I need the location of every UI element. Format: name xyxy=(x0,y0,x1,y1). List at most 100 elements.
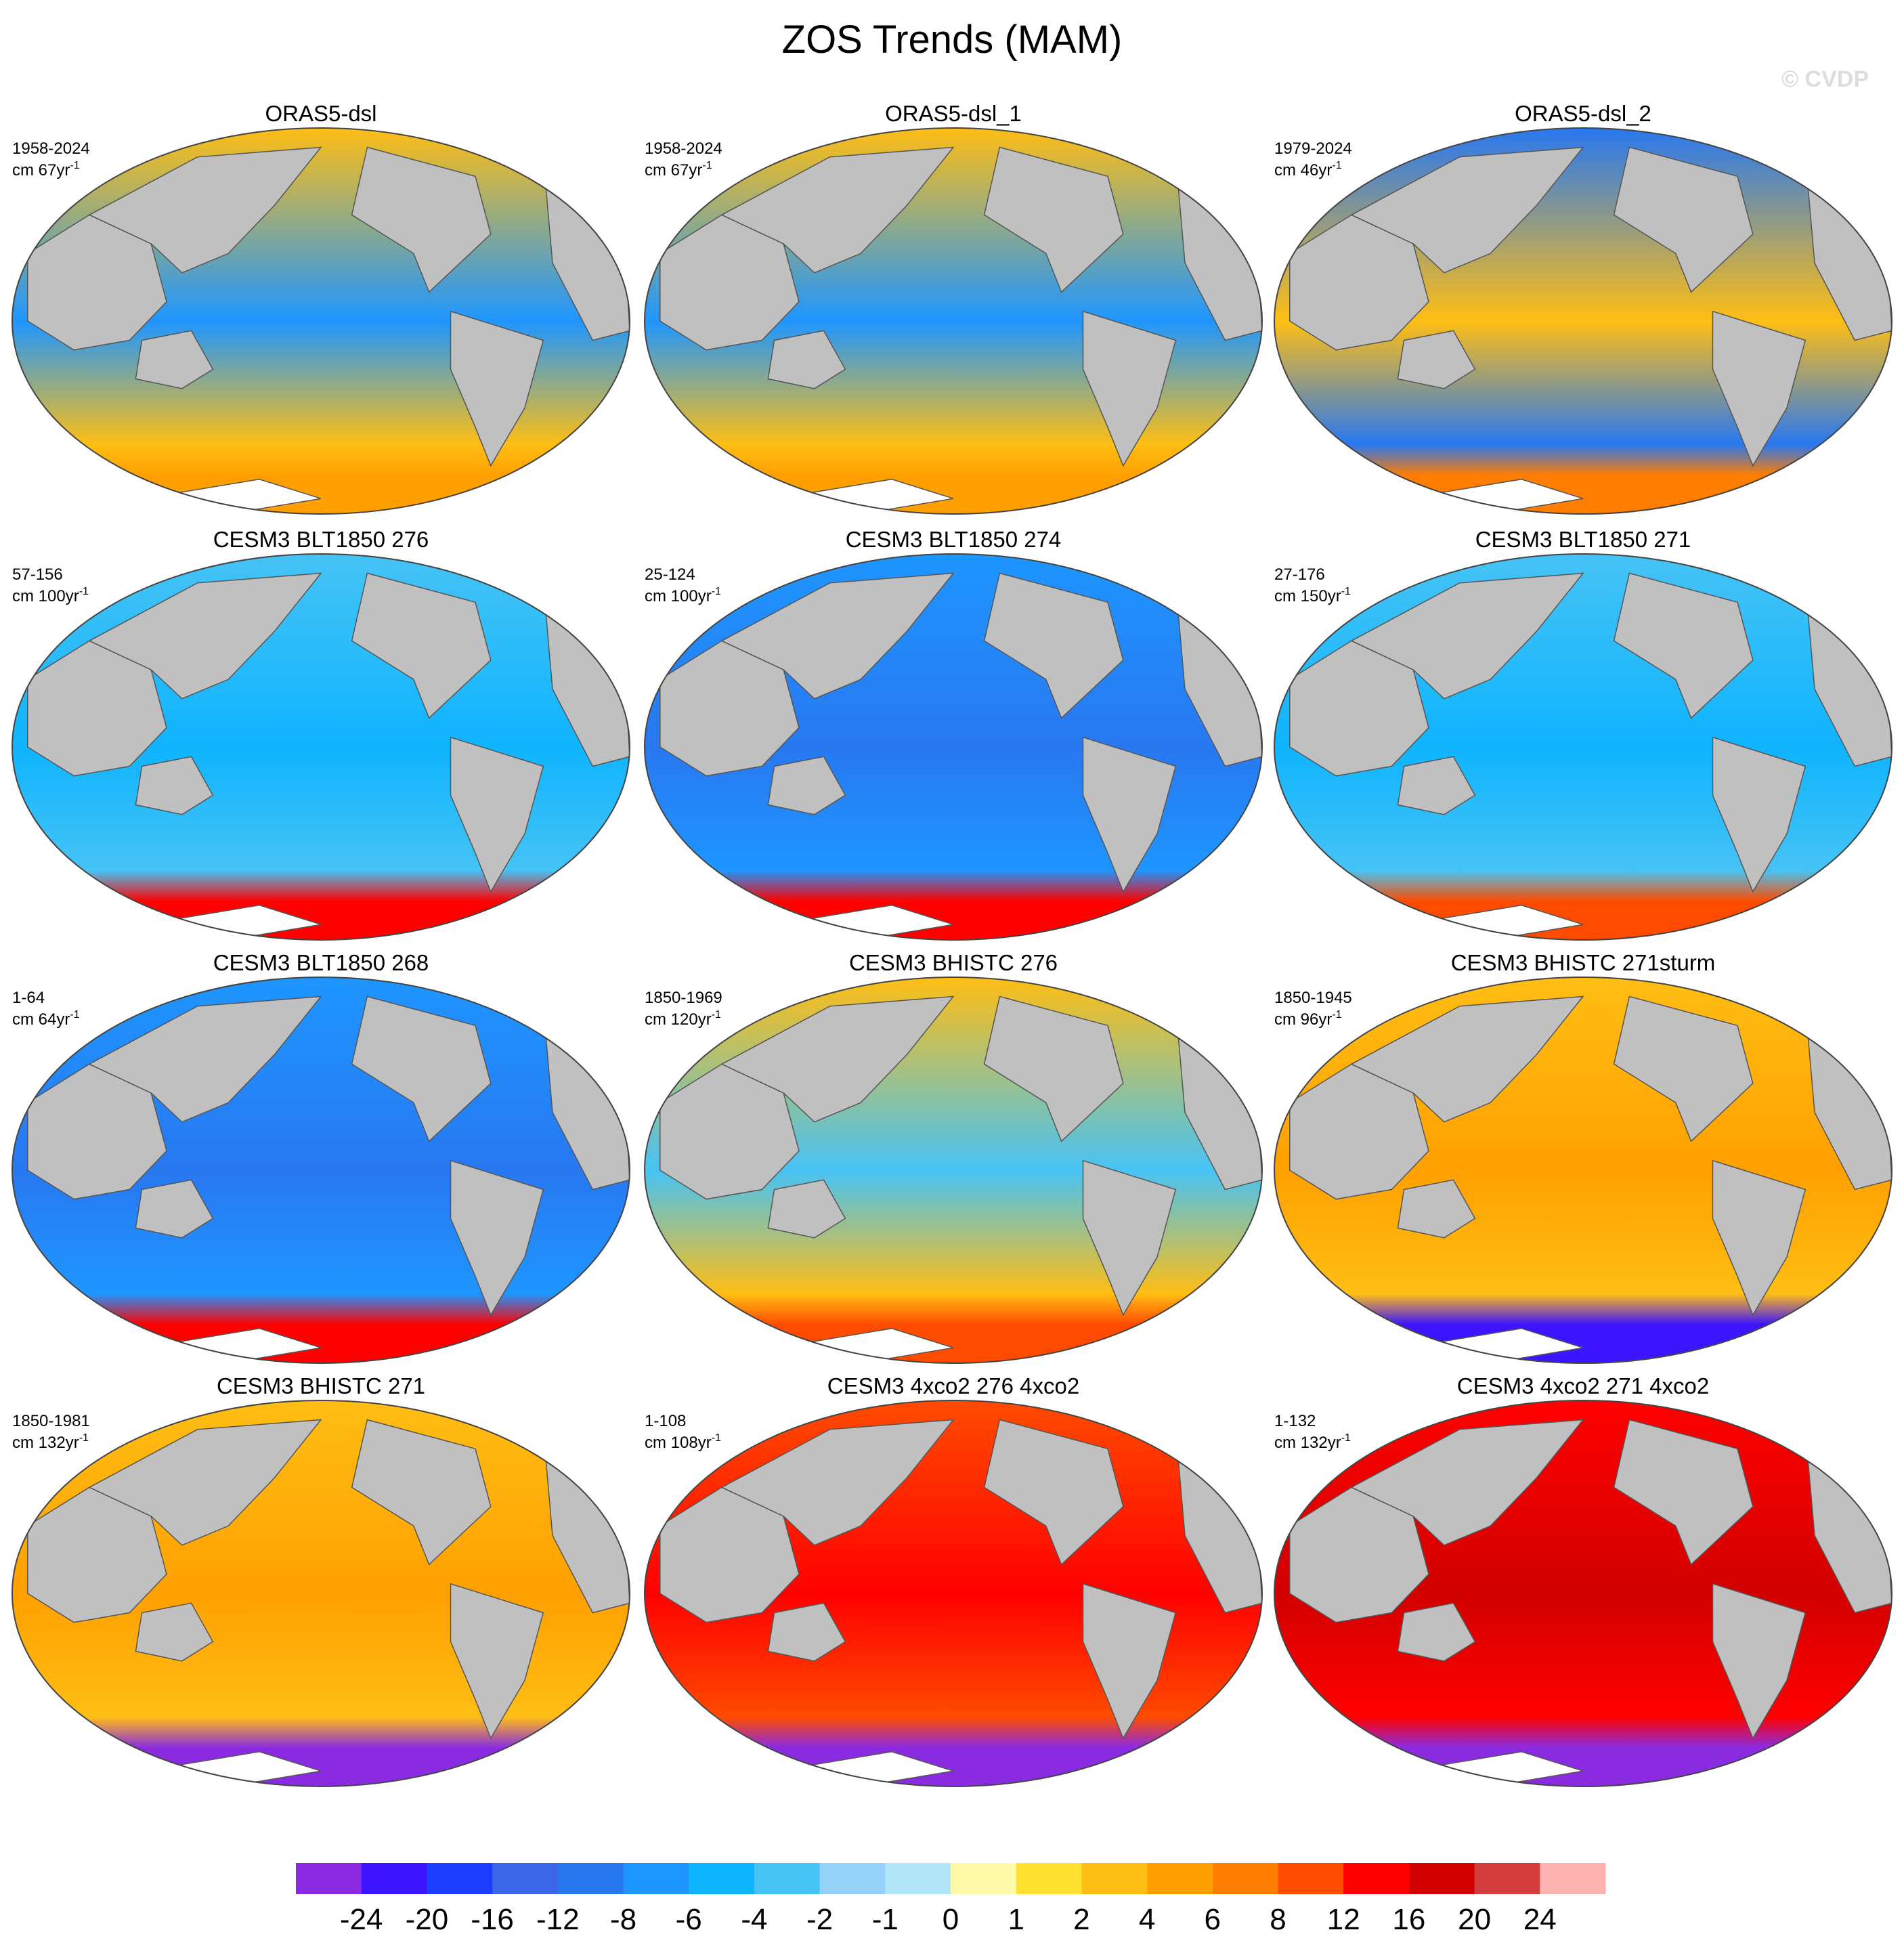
units-text: cm 46yr xyxy=(1274,161,1332,179)
units-exponent: -1 xyxy=(1332,1009,1341,1021)
colorbar-box xyxy=(951,1863,1017,1894)
continent xyxy=(1350,995,1584,1123)
continent xyxy=(1350,572,1584,700)
continent xyxy=(351,1419,492,1566)
colorbar-label: 4 xyxy=(1139,1903,1155,1936)
units-text: cm 108yr xyxy=(645,1434,712,1452)
period: 1850-1981 xyxy=(12,1412,90,1430)
continent xyxy=(720,995,955,1123)
continent xyxy=(88,1419,322,1546)
map-panel: CESM3 4xco2 271 4xco2 1-132 cm 132yr-1 xyxy=(1274,1373,1892,1787)
map-panel: ORAS5-dsl_2 1979-2024 cm 46yr-1 xyxy=(1274,101,1892,515)
colorbar-box xyxy=(427,1863,493,1894)
units: cm 108yr-1 xyxy=(645,1432,721,1452)
continent xyxy=(1712,1159,1806,1316)
units: cm 132yr-1 xyxy=(12,1432,89,1452)
continent xyxy=(135,756,214,815)
continent xyxy=(1350,146,1584,274)
colorbar-label: 8 xyxy=(1270,1903,1286,1936)
colorbar-label: 6 xyxy=(1205,1903,1221,1936)
units: cm 150yr-1 xyxy=(1274,586,1351,605)
units: cm 64yr-1 xyxy=(12,1009,80,1029)
map-border xyxy=(1274,977,1892,1364)
panel-title: CESM3 BHISTC 271 xyxy=(217,1373,425,1398)
period: 1-132 xyxy=(1274,1412,1316,1430)
panel-title: CESM3 4xco2 271 4xco2 xyxy=(1457,1373,1709,1398)
units-exponent: -1 xyxy=(1341,1432,1351,1444)
colorbar-label: -16 xyxy=(471,1903,514,1936)
period: 1850-1945 xyxy=(1274,989,1352,1007)
colorbar-box xyxy=(1081,1863,1148,1894)
land xyxy=(659,1419,1262,1786)
units-exponent: -1 xyxy=(1341,586,1351,597)
colorbar-label: -6 xyxy=(676,1903,702,1936)
units-exponent: -1 xyxy=(712,1432,721,1444)
colorbar-label: -20 xyxy=(406,1903,449,1936)
colorbar-box xyxy=(819,1863,886,1894)
map-panel: CESM3 BHISTC 271sturm 1850-1945 cm 96yr-1 xyxy=(1274,950,1892,1364)
panel-title: CESM3 4xco2 276 4xco2 xyxy=(827,1373,1079,1398)
continent xyxy=(135,1602,214,1662)
colorbar-box xyxy=(1343,1863,1410,1894)
units-text: cm 96yr xyxy=(1274,1010,1332,1029)
colorbar-label: 16 xyxy=(1392,1903,1425,1936)
continent xyxy=(983,1419,1124,1566)
colorbar-box xyxy=(1016,1863,1082,1894)
colorbar-box xyxy=(754,1863,821,1894)
continent xyxy=(88,146,322,274)
land xyxy=(659,572,1262,940)
panel-title: CESM3 BHISTC 276 xyxy=(849,950,1058,975)
map-border xyxy=(1274,1400,1892,1787)
map-panel: CESM3 BLT1850 268 1-64 cm 64yr-1 xyxy=(12,950,630,1364)
land xyxy=(1289,1419,1892,1786)
colorbar-box xyxy=(1474,1863,1540,1894)
units: cm 132yr-1 xyxy=(1274,1432,1351,1452)
continent xyxy=(1397,1602,1476,1662)
units: cm 67yr-1 xyxy=(645,160,712,179)
period: 57-156 xyxy=(12,565,63,584)
continent xyxy=(767,1602,846,1662)
continent xyxy=(450,736,544,893)
units-exponent: -1 xyxy=(70,160,79,171)
continent xyxy=(1712,310,1806,467)
units-exponent: -1 xyxy=(79,586,89,597)
units-text: cm 150yr xyxy=(1274,587,1341,605)
units-exponent: -1 xyxy=(1332,160,1341,171)
panel-title: CESM3 BLT1850 276 xyxy=(213,527,429,552)
continent xyxy=(720,572,955,700)
panel-title: CESM3 BLT1850 268 xyxy=(213,950,429,975)
continent xyxy=(983,146,1124,293)
map-panel: CESM3 4xco2 276 4xco2 1-108 cm 108yr-1 xyxy=(644,1373,1263,1787)
panel-title: CESM3 BLT1850 274 xyxy=(846,527,1062,552)
units: cm 96yr-1 xyxy=(1274,1009,1342,1029)
continent xyxy=(88,572,322,700)
colorbar-label: 12 xyxy=(1327,1903,1360,1936)
map-border xyxy=(1274,553,1892,941)
colorbar-label: 1 xyxy=(1008,1903,1024,1936)
colorbar-label: -1 xyxy=(872,1903,899,1936)
map-border xyxy=(644,127,1263,515)
colorbar-box xyxy=(1540,1863,1606,1894)
panel-title: ORAS5-dsl xyxy=(265,101,376,126)
colorbar-box xyxy=(296,1863,362,1894)
continent xyxy=(135,330,214,389)
units: cm 120yr-1 xyxy=(645,1009,721,1029)
continent xyxy=(88,995,322,1123)
period: 1-64 xyxy=(12,989,45,1007)
continent xyxy=(1712,1583,1806,1740)
map-panel: CESM3 BLT1850 271 27-176 cm 150yr-1 xyxy=(1274,527,1892,941)
map-panel: ORAS5-dsl_1 1958-2024 cm 67yr-1 xyxy=(644,101,1263,515)
continent xyxy=(351,995,492,1142)
map-border xyxy=(12,1400,630,1787)
continent xyxy=(983,995,1124,1142)
continent xyxy=(1613,1419,1754,1566)
continent xyxy=(1397,330,1476,389)
continent xyxy=(450,310,544,467)
units: cm 67yr-1 xyxy=(12,160,80,179)
continent xyxy=(767,756,846,815)
map-border xyxy=(12,977,630,1364)
period: 1958-2024 xyxy=(645,140,722,158)
colorbar-box xyxy=(885,1863,951,1894)
colorbar-box xyxy=(1147,1863,1213,1894)
